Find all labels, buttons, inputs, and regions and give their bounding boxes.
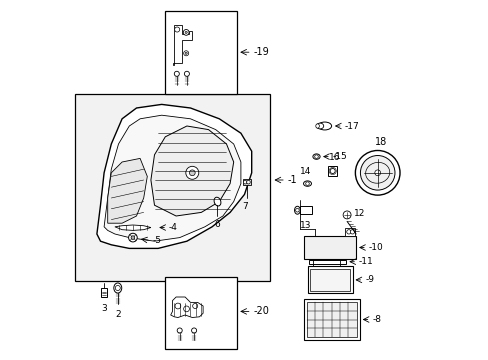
Circle shape <box>374 170 380 176</box>
Bar <box>309 269 349 291</box>
Text: -8: -8 <box>371 315 381 324</box>
Polygon shape <box>104 115 241 241</box>
Bar <box>327 166 337 176</box>
Circle shape <box>174 71 179 76</box>
Circle shape <box>185 166 199 179</box>
Bar <box>308 260 346 264</box>
Bar <box>345 228 355 236</box>
Circle shape <box>183 30 189 35</box>
Circle shape <box>174 27 179 32</box>
Circle shape <box>177 328 182 333</box>
Bar <box>303 236 355 259</box>
Ellipse shape <box>294 206 300 214</box>
Polygon shape <box>97 104 251 248</box>
Ellipse shape <box>312 154 320 159</box>
Text: -9: -9 <box>365 275 373 284</box>
Circle shape <box>183 51 188 56</box>
Ellipse shape <box>303 181 311 186</box>
Ellipse shape <box>317 122 331 130</box>
Circle shape <box>189 170 195 176</box>
Circle shape <box>329 168 335 174</box>
Bar <box>306 302 356 337</box>
Bar <box>300 206 311 214</box>
Circle shape <box>175 303 181 309</box>
Circle shape <box>192 303 197 309</box>
Text: -4: -4 <box>168 223 178 232</box>
Text: -20: -20 <box>253 306 269 316</box>
Text: 7: 7 <box>242 202 248 211</box>
Polygon shape <box>107 158 147 223</box>
Text: -15: -15 <box>332 152 347 161</box>
Ellipse shape <box>114 283 122 293</box>
Text: -1: -1 <box>287 175 297 185</box>
Circle shape <box>305 182 309 185</box>
Circle shape <box>360 156 394 190</box>
Circle shape <box>184 71 189 76</box>
Bar <box>307 266 352 293</box>
Text: 2: 2 <box>115 310 121 319</box>
Ellipse shape <box>315 124 319 128</box>
Text: 12: 12 <box>353 209 365 218</box>
Text: -17: -17 <box>344 122 359 131</box>
Bar <box>101 288 107 297</box>
Text: 6: 6 <box>214 220 220 229</box>
Bar <box>75 94 269 281</box>
Text: -5: -5 <box>152 236 162 245</box>
Text: 16: 16 <box>328 153 340 162</box>
Circle shape <box>243 180 246 184</box>
Text: -19: -19 <box>253 47 269 57</box>
Bar <box>242 179 250 185</box>
Circle shape <box>183 306 189 312</box>
Circle shape <box>191 328 196 333</box>
Text: 14: 14 <box>300 167 311 176</box>
Text: 13: 13 <box>300 221 311 230</box>
Circle shape <box>349 230 354 234</box>
Circle shape <box>346 230 350 234</box>
Bar <box>165 277 237 349</box>
Polygon shape <box>115 225 151 230</box>
Polygon shape <box>172 25 192 65</box>
Circle shape <box>115 285 120 291</box>
Text: 3: 3 <box>101 304 106 313</box>
Polygon shape <box>170 297 203 318</box>
Text: -11: -11 <box>358 257 373 266</box>
Circle shape <box>295 208 299 212</box>
Text: -10: -10 <box>368 243 383 252</box>
Circle shape <box>343 211 350 219</box>
Bar <box>165 11 237 94</box>
Ellipse shape <box>316 123 323 129</box>
Text: 18: 18 <box>374 137 386 147</box>
Circle shape <box>131 236 134 239</box>
Circle shape <box>355 150 399 195</box>
Circle shape <box>185 31 187 33</box>
Circle shape <box>185 52 187 54</box>
Circle shape <box>246 180 250 184</box>
Bar <box>303 299 359 340</box>
Circle shape <box>128 233 137 242</box>
Polygon shape <box>151 126 233 216</box>
Circle shape <box>314 155 318 158</box>
Ellipse shape <box>214 197 221 206</box>
